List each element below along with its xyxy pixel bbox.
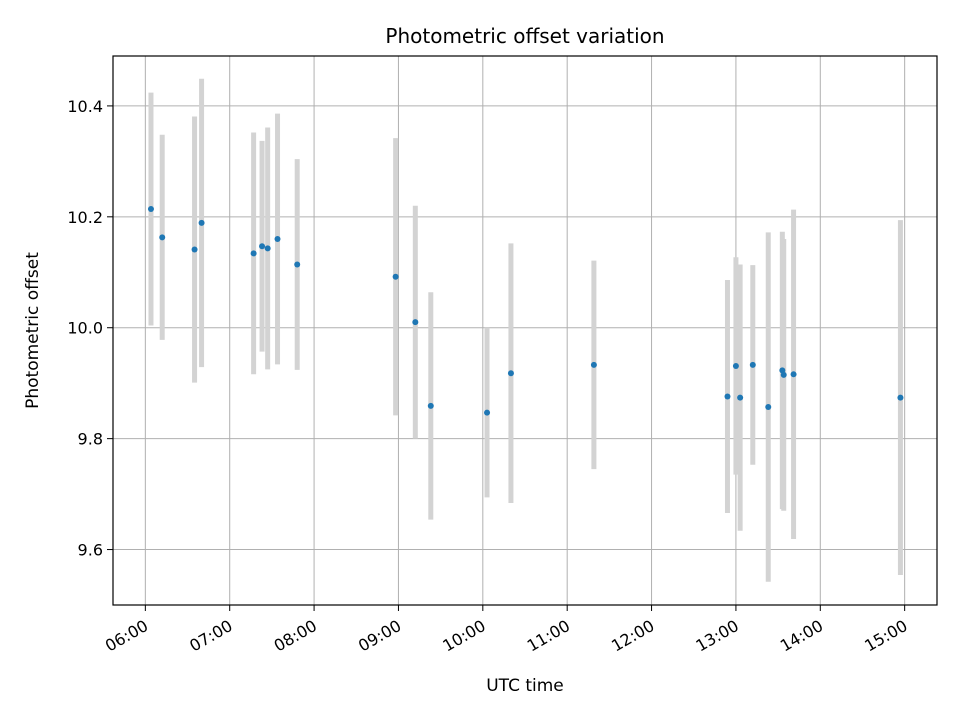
y-tick-label: 10.0 [67, 319, 103, 338]
data-point [259, 243, 266, 250]
data-point [427, 402, 434, 409]
data-point [147, 206, 154, 213]
data-point [780, 371, 787, 378]
data-point [765, 404, 772, 411]
data-point [264, 245, 271, 252]
data-point [897, 394, 904, 401]
data-point [294, 261, 301, 268]
data-point [159, 234, 166, 241]
y-tick-label: 10.4 [67, 97, 103, 116]
plot-frame [112, 55, 938, 606]
y-axis-label: Photometric offset [23, 252, 43, 409]
data-point [724, 393, 731, 400]
data-point [590, 361, 597, 368]
chart-title: Photometric offset variation [385, 24, 664, 48]
data-points [147, 206, 904, 416]
y-tick-label: 10.2 [67, 208, 103, 227]
data-point [191, 246, 198, 253]
y-axis-ticks: 9.6 9.8 10.0 10.2 10.4 [67, 97, 113, 560]
y-tick-label: 9.6 [78, 541, 103, 560]
data-point [507, 370, 514, 377]
data-point [790, 371, 797, 378]
data-point [198, 219, 205, 226]
data-point [274, 236, 281, 242]
data-point [392, 273, 399, 280]
data-point [484, 409, 491, 416]
data-point [749, 361, 756, 368]
data-point [737, 394, 744, 401]
grid [113, 56, 937, 605]
data-point [412, 319, 419, 326]
y-tick-label: 9.8 [78, 430, 103, 449]
data-point [250, 250, 257, 257]
x-axis-label: UTC time [486, 676, 564, 696]
data-point [732, 362, 739, 369]
